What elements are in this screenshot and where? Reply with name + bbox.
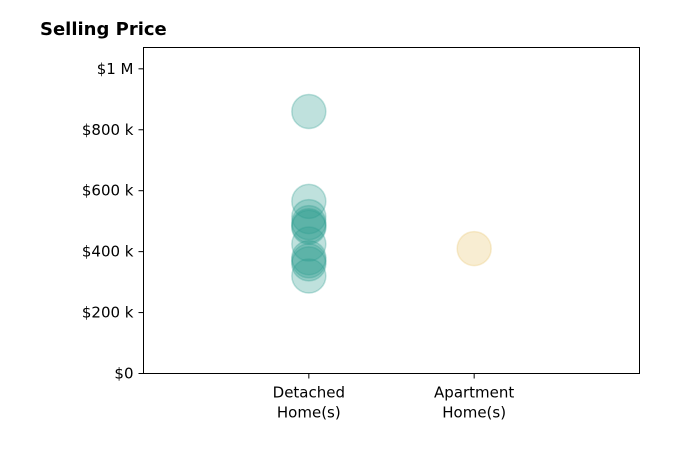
- data-point: [291, 243, 327, 279]
- y-tick-label: $1 M: [97, 60, 134, 78]
- y-tick-label: $200 k: [82, 304, 134, 322]
- x-tick-label-line: Home(s): [442, 404, 506, 422]
- data-point: [291, 93, 327, 130]
- x-axis: Detached Home(s) Apartment Home(s): [273, 373, 514, 422]
- data-point: [456, 230, 492, 267]
- data-point: [291, 226, 327, 262]
- data-point: [291, 183, 327, 220]
- x-tick-label-line: Detached: [273, 384, 345, 402]
- y-tick-label: $0: [114, 365, 133, 383]
- x-tick-label: Apartment Home(s): [434, 384, 514, 422]
- data-point: [291, 246, 327, 282]
- data-point: [291, 198, 327, 235]
- data-points: [291, 93, 492, 294]
- x-tick-label: Detached Home(s): [273, 384, 345, 422]
- y-tick-label: $400 k: [82, 243, 134, 261]
- y-tick-label: $600 k: [82, 182, 134, 200]
- y-axis: $0 $200 k $400 k $600 k $800 k $1 M: [82, 60, 144, 383]
- data-point: [291, 204, 327, 241]
- plot-frame: [143, 47, 640, 374]
- data-point: [291, 207, 327, 244]
- data-point: [291, 239, 327, 276]
- x-tick-label-line: Apartment: [434, 384, 514, 402]
- data-point: [291, 209, 327, 246]
- chart-title: Selling Price: [40, 19, 167, 40]
- y-tick-label: $800 k: [82, 121, 134, 139]
- x-tick-label-line: Home(s): [277, 404, 341, 422]
- data-point: [291, 258, 327, 294]
